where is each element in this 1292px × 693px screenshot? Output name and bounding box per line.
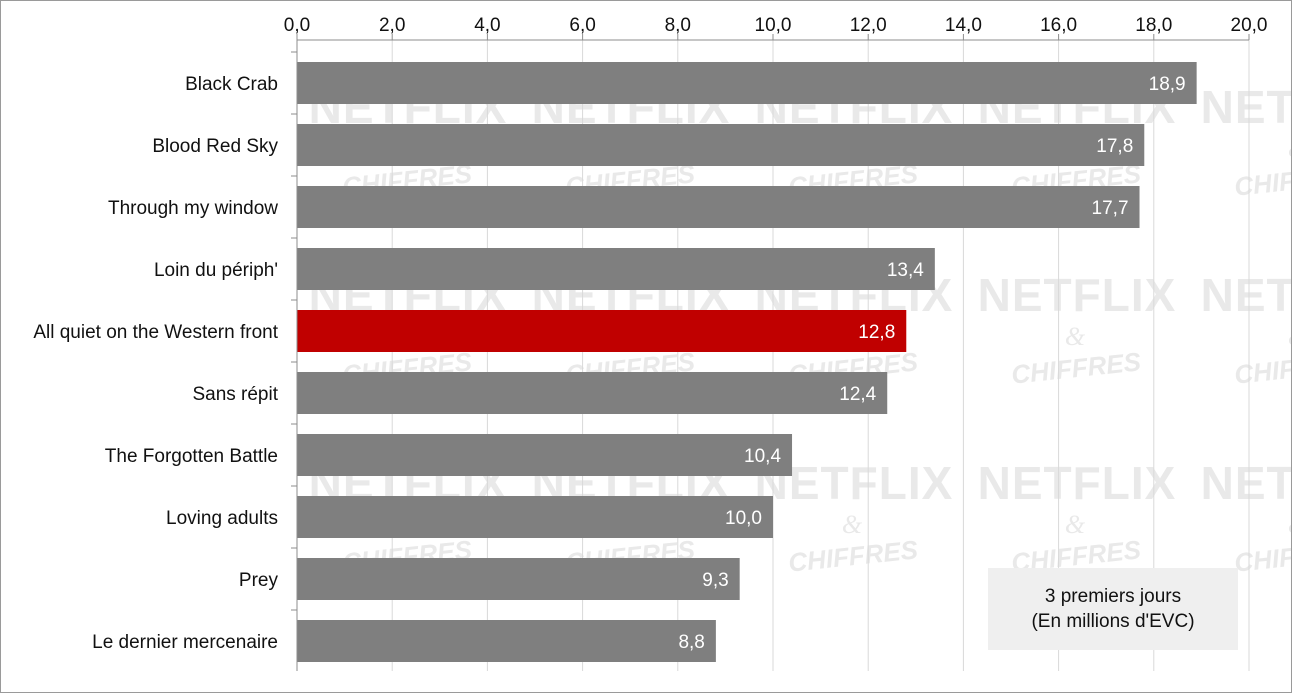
x-tick-label: 18,0 <box>1135 15 1172 36</box>
x-tick-label: 20,0 <box>1231 15 1268 36</box>
x-tick-label: 14,0 <box>945 15 982 36</box>
bar <box>297 186 1140 228</box>
watermark-text: NETFLIX <box>1201 457 1291 509</box>
category-label: Black Crab <box>185 74 278 95</box>
data-label: 10,0 <box>725 508 762 529</box>
data-label: 12,8 <box>858 322 895 343</box>
x-tick-label: 16,0 <box>1040 15 1077 36</box>
x-tick-label: 10,0 <box>755 15 792 36</box>
category-label: The Forgotten Battle <box>105 446 278 467</box>
watermark-tile: NETFLIX&CHIFFRES <box>1201 457 1291 578</box>
data-label: 12,4 <box>839 384 876 405</box>
watermark-text: NETFLIX <box>1201 81 1291 133</box>
category-label: Loving adults <box>166 508 278 529</box>
watermark-text: & <box>1288 134 1291 163</box>
bar-highlighted <box>297 310 907 352</box>
x-tick-label: 6,0 <box>569 15 595 36</box>
bar <box>297 434 793 476</box>
data-label: 17,7 <box>1092 198 1129 219</box>
bar <box>297 372 888 414</box>
x-tick-label: 12,0 <box>850 15 887 36</box>
watermark-text: CHIFFRES <box>1233 346 1291 389</box>
watermark-text: & <box>842 510 863 539</box>
data-label: 13,4 <box>887 260 924 281</box>
data-label: 17,8 <box>1096 136 1133 157</box>
annotation-line-2: (En millions d'EVC) <box>1031 611 1195 632</box>
bar <box>297 496 773 538</box>
watermark-text: CHIFFRES <box>1233 158 1291 201</box>
watermark-tile: NETFLIX&CHIFFRES <box>755 457 953 578</box>
x-tick-label: 4,0 <box>474 15 500 36</box>
category-label: Blood Red Sky <box>152 136 278 157</box>
category-label: Le dernier mercenaire <box>92 632 278 653</box>
watermark-text: NETFLIX <box>1201 269 1291 321</box>
bar <box>297 558 740 600</box>
watermark-text: CHIFFRES <box>1233 534 1291 577</box>
watermark-text: NETFLIX <box>978 457 1177 509</box>
bar <box>297 62 1197 104</box>
bar <box>297 620 716 662</box>
data-label: 8,8 <box>678 632 704 653</box>
watermark-text: CHIFFRES <box>1010 346 1143 389</box>
bar <box>297 248 935 290</box>
x-tick-label: 2,0 <box>379 15 405 36</box>
category-label: Prey <box>239 570 279 591</box>
category-label: Sans répit <box>192 384 278 405</box>
bar <box>297 124 1145 166</box>
category-label: Loin du périph' <box>154 260 278 281</box>
x-tick-label: 0,0 <box>284 15 310 36</box>
watermark-text: & <box>1288 510 1291 539</box>
x-tick-label: 8,0 <box>665 15 691 36</box>
data-label: 10,4 <box>744 446 781 467</box>
watermark-text: & <box>1065 322 1086 351</box>
annotation-box: 3 premiers jours (En millions d'EVC) <box>988 568 1238 650</box>
watermark-tile: NETFLIX&CHIFFRES <box>978 269 1177 390</box>
category-label: All quiet on the Western front <box>33 322 278 343</box>
watermark-text: NETFLIX <box>978 269 1177 321</box>
watermark-text: CHIFFRES <box>787 534 920 577</box>
bars <box>297 62 1197 662</box>
data-label: 9,3 <box>702 570 728 591</box>
labels: 0,0 2,0 4,0 6,0 8,0 10,0 12,0 14,0 16,0 18,0 20,0 B… <box>33 15 1267 653</box>
axes <box>291 34 1250 671</box>
data-label: 18,9 <box>1149 74 1186 95</box>
watermark-tile: NETFLIX&CHIFFRES <box>978 457 1177 578</box>
watermark-text: & <box>1065 510 1086 539</box>
watermark-tile: NETFLIX&CHIFFRES <box>1201 269 1291 390</box>
watermark-tile: NETFLIX&CHIFFRES <box>1201 81 1291 202</box>
category-label: Through my window <box>108 198 278 219</box>
watermark-text: & <box>1288 322 1291 351</box>
annotation-line-1: 3 premiers jours <box>1044 586 1182 607</box>
